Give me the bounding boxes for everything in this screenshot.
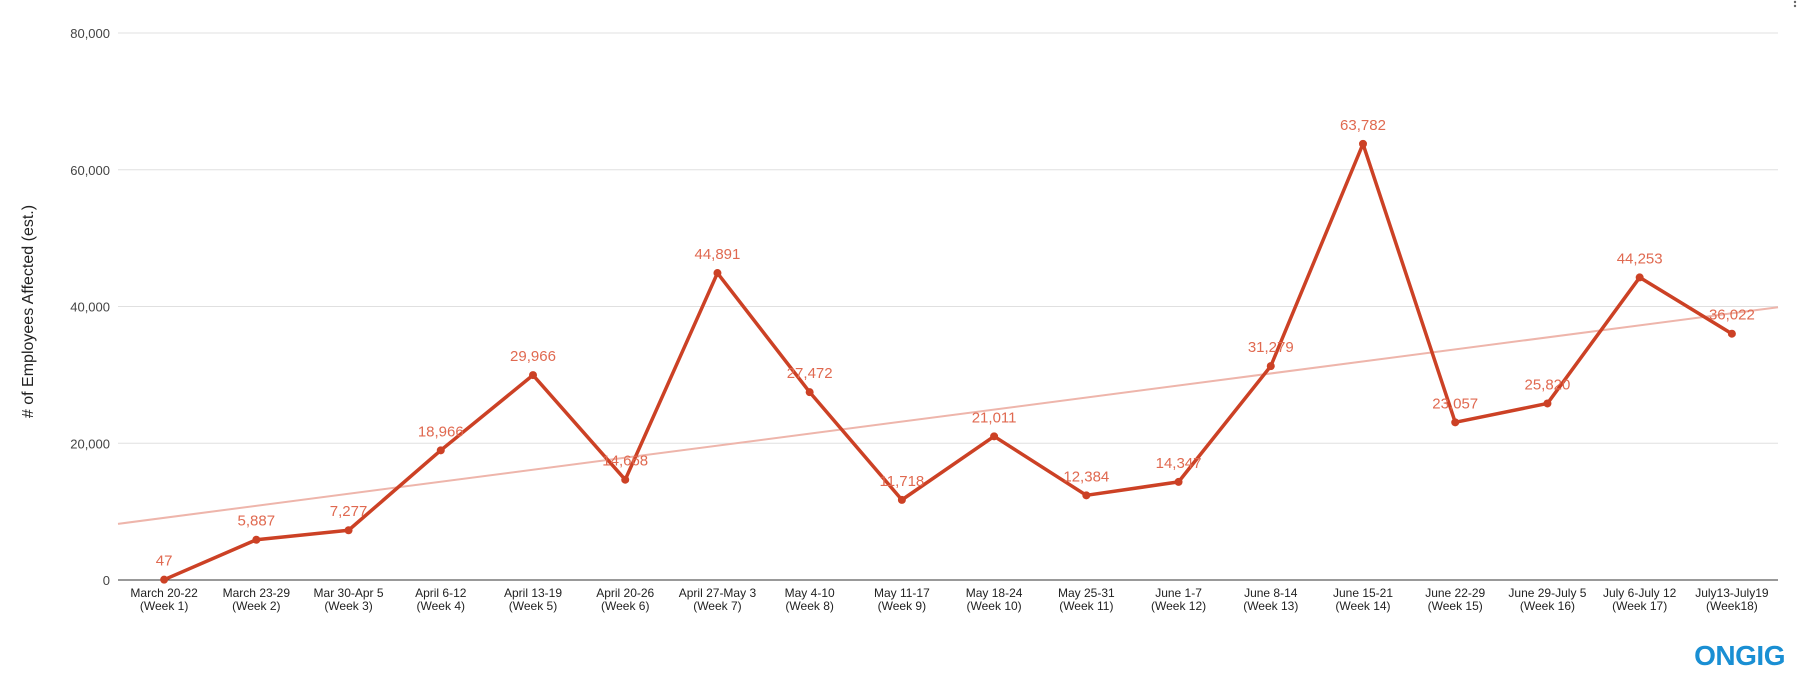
data-labels: 47 5,887 7,277 18,966 29,966 14,668 44,891 27,4… (156, 117, 1755, 570)
data-label: 21,011 (972, 409, 1017, 426)
x-tick-label: (Week 4) (417, 599, 465, 613)
x-tick-label: (Week 8) (785, 599, 833, 613)
data-points (160, 139, 1736, 584)
x-tick-label: June 15-21 (1333, 586, 1393, 600)
series-line (163, 142, 1733, 582)
x-tick-label: (Week 9) (878, 599, 926, 613)
data-point (1082, 491, 1091, 500)
y-tick-label: 40,000 (70, 300, 110, 315)
data-point (1543, 399, 1552, 408)
x-tick-label: July13-July19 (1695, 586, 1769, 600)
data-label: 5,887 (238, 513, 276, 530)
x-tick-label: (Week 15) (1428, 599, 1483, 613)
data-label: 23,057 (1432, 395, 1478, 412)
x-tick-label: (Week18) (1706, 599, 1758, 613)
x-tick-label: March 20-22 (130, 586, 198, 600)
data-label: 14,347 (1156, 455, 1202, 472)
y-tick-label: 0 (103, 573, 110, 588)
data-point (252, 535, 261, 544)
data-point (1174, 477, 1183, 486)
data-label: 11,718 (880, 473, 925, 490)
data-point (344, 526, 353, 535)
data-point (805, 388, 814, 397)
vertical-dots-icon[interactable] (1791, 0, 1797, 10)
y-axis-ticks: 0 20,000 40,000 60,000 80,000 (70, 26, 110, 588)
x-tick-label: (Week 1) (140, 599, 188, 613)
y-tick-label: 20,000 (70, 436, 110, 451)
x-tick-label: (Week 17) (1612, 599, 1667, 613)
x-tick-label: April 27-May 3 (679, 586, 757, 600)
x-tick-label: May 4-10 (785, 586, 835, 600)
data-label: 44,253 (1617, 250, 1663, 267)
x-tick-label: May 18-24 (966, 586, 1023, 600)
data-point (897, 495, 906, 504)
data-point (436, 446, 445, 455)
data-point (713, 269, 722, 278)
data-point (1451, 418, 1460, 427)
x-tick-label: May 11-17 (874, 586, 930, 600)
data-label: 25,820 (1524, 376, 1570, 393)
y-axis-label: # of Employees Affected (est.) (20, 205, 37, 418)
x-tick-label: July 6-July 12 (1603, 586, 1677, 600)
x-tick-label: (Week 16) (1520, 599, 1575, 613)
x-tick-label: (Week 6) (601, 599, 649, 613)
x-tick-label: (Week 3) (324, 599, 372, 613)
data-label: 29,966 (510, 348, 556, 365)
data-label: 18,966 (418, 423, 464, 440)
x-tick-label: March 23-29 (223, 586, 291, 600)
data-label: 63,782 (1340, 117, 1386, 134)
gridlines (118, 32, 1778, 444)
x-tick-label: May 25-31 (1058, 586, 1115, 600)
data-point (990, 432, 999, 441)
data-point (1727, 329, 1736, 338)
data-label: 14,668 (602, 453, 648, 470)
x-axis-ticks: March 20-22(Week 1) March 23-29(Week 2) Ma… (130, 586, 1768, 613)
x-tick-label: (Week 12) (1151, 599, 1206, 613)
x-tick-label: June 29-July 5 (1508, 586, 1586, 600)
ongig-logo: ONGIG (1694, 640, 1785, 671)
data-label: 36,022 (1709, 307, 1755, 324)
x-tick-label: (Week 13) (1243, 599, 1298, 613)
x-tick-label: (Week 14) (1335, 599, 1390, 613)
data-label: 12,384 (1063, 468, 1109, 485)
data-point (1359, 139, 1367, 148)
y-tick-label: 60,000 (70, 163, 110, 178)
data-point (621, 475, 630, 484)
data-point (529, 371, 537, 380)
x-tick-label: Mar 30-Apr 5 (314, 586, 384, 600)
data-point (160, 575, 169, 584)
data-label: 47 (156, 553, 173, 570)
x-tick-label: (Week 5) (509, 599, 557, 613)
data-label: 31,279 (1248, 339, 1294, 356)
y-tick-label: 80,000 (70, 26, 110, 41)
x-tick-label: June 8-14 (1244, 586, 1298, 600)
data-point (1635, 273, 1644, 282)
trendline (117, 306, 1779, 525)
data-label: 27,472 (787, 365, 833, 382)
x-tick-label: April 6-12 (415, 586, 467, 600)
x-tick-label: June 1-7 (1155, 586, 1202, 600)
x-tick-label: (Week 11) (1059, 599, 1113, 613)
data-label: 7,277 (330, 503, 368, 520)
x-tick-label: (Week 10) (967, 599, 1022, 613)
x-tick-label: June 22-29 (1425, 586, 1485, 600)
x-tick-label: (Week 7) (693, 599, 741, 613)
data-label: 44,891 (694, 246, 740, 263)
x-tick-label: April 13-19 (504, 586, 562, 600)
x-tick-label: (Week 2) (232, 599, 280, 613)
data-point (1266, 362, 1275, 371)
x-tick-label: April 20-26 (596, 586, 654, 600)
